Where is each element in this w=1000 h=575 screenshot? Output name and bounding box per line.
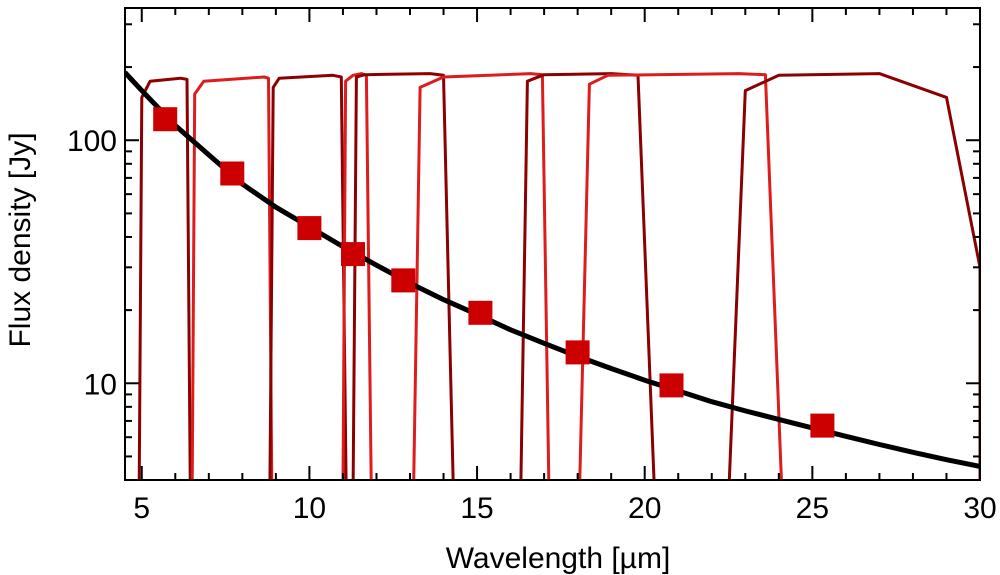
filter-curve-filter-5 <box>351 72 455 480</box>
data-series <box>125 70 980 469</box>
filter-curve-filter-2 <box>190 75 274 480</box>
x-tick-label: 30 <box>963 492 996 525</box>
filter-curve-filter-3 <box>268 73 348 480</box>
x-tick-label: 15 <box>460 492 493 525</box>
plot-frame <box>124 7 981 481</box>
series-line-model <box>125 70 980 469</box>
x-tick-label: 5 <box>133 492 150 525</box>
data-point-8 <box>659 373 684 398</box>
data-point-5 <box>391 268 416 293</box>
data-point-4 <box>341 242 365 267</box>
data-point-7 <box>565 340 590 365</box>
data-point-9 <box>810 413 835 438</box>
data-point-2 <box>220 161 245 186</box>
data-point-1 <box>153 107 178 132</box>
axes: 5 10 15 20 25 30 10 100 <box>67 7 997 525</box>
y-axis-label: Flux density [Jy] <box>4 132 37 347</box>
x-axis-label: Wavelength [µm] <box>446 542 671 575</box>
filter-curve-filter-8 <box>578 72 783 480</box>
filter-curve-filter-9 <box>727 72 980 480</box>
filter-curve-filter-1 <box>137 76 192 480</box>
x-tick-label: 20 <box>628 492 661 525</box>
y-tick-label: 10 <box>84 368 117 401</box>
y-tick-label: 100 <box>67 125 117 158</box>
filter-curve-filter-6 <box>412 72 551 480</box>
data-point-6 <box>468 300 493 325</box>
x-tick-label: 10 <box>293 492 326 525</box>
filter-curve-filter-7 <box>519 72 656 480</box>
filter-curve-filter-4 <box>341 72 373 480</box>
x-tick-label: 25 <box>796 492 829 525</box>
filter-curves <box>137 72 980 480</box>
data-point-3 <box>297 216 322 241</box>
